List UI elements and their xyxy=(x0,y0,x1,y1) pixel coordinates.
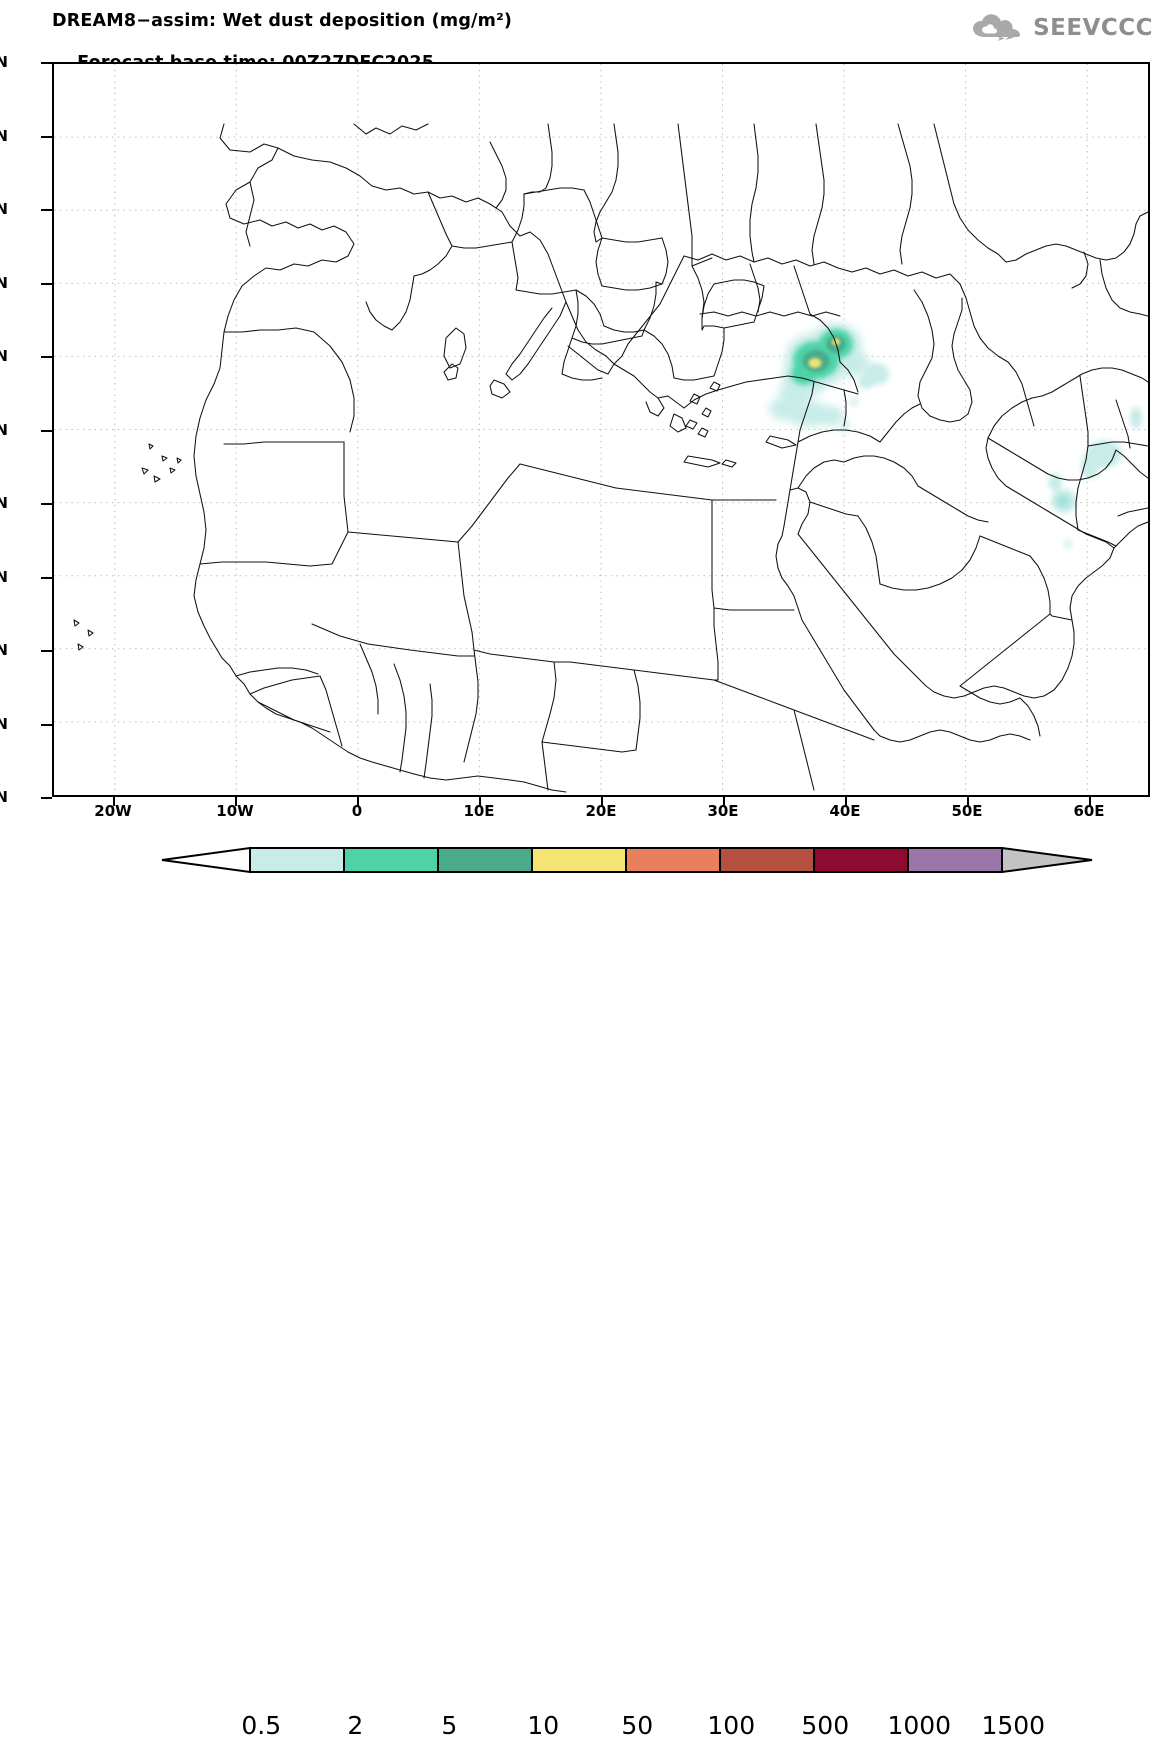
y-axis-label: 30N xyxy=(0,420,8,439)
y-axis-label: 5N xyxy=(0,788,8,806)
colorbar-tick-label: 5 xyxy=(441,1711,458,1740)
colorbar-tick-label: 500 xyxy=(801,1711,850,1740)
x-axis-tick xyxy=(357,797,359,806)
y-axis-tick xyxy=(41,282,52,285)
x-axis-tick xyxy=(113,797,115,806)
colorbar-swatch xyxy=(531,847,627,873)
colorbar-swatch xyxy=(813,847,909,873)
x-axis-label: 0 xyxy=(351,802,363,820)
y-axis-label: 55N xyxy=(0,53,8,71)
x-axis-label: 10E xyxy=(463,802,495,820)
page-title: DREAM8−assim: Wet dust deposition (mg/m²… xyxy=(52,11,513,31)
dust-deposition-field xyxy=(769,323,1142,549)
colorbar-tick-label: 10 xyxy=(527,1711,560,1740)
x-axis-tick xyxy=(601,797,603,806)
map-plot-area[interactable] xyxy=(52,62,1150,797)
colorbar-tick-label: 2 xyxy=(347,1711,364,1740)
y-axis-tick xyxy=(41,576,52,579)
cloud-icon xyxy=(973,14,1021,41)
y-axis-tick xyxy=(41,723,52,726)
y-axis-label: 10N xyxy=(0,714,8,733)
x-axis-label: 20E xyxy=(585,802,617,820)
x-axis-tick xyxy=(1089,797,1091,806)
y-axis-tick xyxy=(41,650,52,652)
y-axis-tick xyxy=(41,356,52,358)
x-axis-label: 20W xyxy=(94,802,132,820)
colorbar-swatches xyxy=(161,846,1093,874)
colorbar-over-arrow xyxy=(1001,846,1093,874)
y-axis-tick xyxy=(41,797,52,799)
x-axis-tick xyxy=(845,797,847,806)
x-axis-tick xyxy=(479,797,481,806)
colorbar[interactable]: 0.5 2 5 10 50 100 500 1000 1500 xyxy=(0,843,1165,1740)
x-axis-tick xyxy=(723,797,725,806)
y-axis-label: 15N xyxy=(0,641,8,659)
colorbar-swatch xyxy=(437,847,533,873)
graticule-gridlines xyxy=(54,64,1148,795)
chart-header: DREAM8−assim: Wet dust deposition (mg/m²… xyxy=(0,0,1165,93)
colorbar-swatch xyxy=(343,847,439,873)
x-axis-tick xyxy=(235,797,237,806)
y-axis-label: 50N xyxy=(0,126,8,145)
y-axis-tick xyxy=(41,62,52,64)
y-axis-label: 35N xyxy=(0,347,8,365)
colorbar-swatch xyxy=(249,847,345,873)
colorbar-tick-label: 1500 xyxy=(981,1711,1046,1740)
colorbar-tick-label: 1000 xyxy=(887,1711,952,1740)
colorbar-tick-label: 100 xyxy=(707,1711,756,1740)
y-axis-label: 45N xyxy=(0,200,8,218)
colorbar-tick-label: 0.5 xyxy=(241,1711,282,1740)
map-geography xyxy=(73,123,1148,793)
colorbar-swatch xyxy=(907,847,1003,873)
logo-text: SEEVCCC xyxy=(1033,15,1153,41)
colorbar-swatch xyxy=(719,847,815,873)
y-axis-tick xyxy=(41,429,52,432)
y-axis-tick xyxy=(41,209,52,211)
y-axis-label: 20N xyxy=(0,567,8,586)
x-axis-label: 60E xyxy=(1073,802,1105,820)
x-axis-label: 10W xyxy=(216,802,254,820)
map-canvas xyxy=(54,64,1148,795)
y-axis-tick xyxy=(41,135,52,138)
colorbar-swatch xyxy=(625,847,721,873)
colorbar-under-arrow xyxy=(161,846,251,874)
x-axis-tick xyxy=(967,797,969,806)
y-axis-label: 25N xyxy=(0,494,8,512)
y-axis-tick xyxy=(41,503,52,505)
y-axis-label: 40N xyxy=(0,273,8,292)
colorbar-tick-label: 50 xyxy=(621,1711,654,1740)
seevccc-logo: SEEVCCC xyxy=(971,13,1153,43)
x-axis-label: 40E xyxy=(829,802,861,820)
x-axis-label: 30E xyxy=(707,802,739,820)
x-axis-label: 50E xyxy=(951,802,983,820)
